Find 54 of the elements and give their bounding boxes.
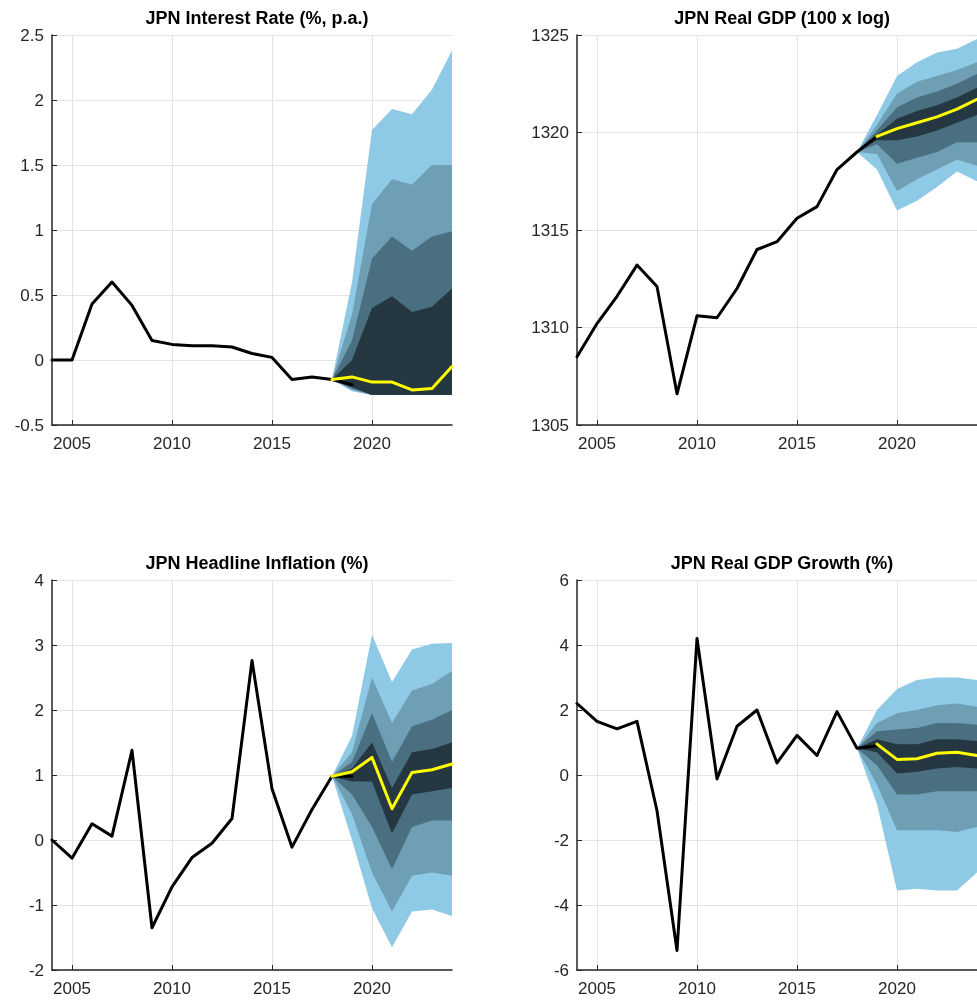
x-tick-label: 2015	[778, 434, 816, 453]
chart-title: JPN Real GDP Growth (%)	[670, 553, 894, 573]
x-tick-label: 2015	[778, 979, 816, 998]
y-tick-label: 4	[34, 570, 44, 590]
x-tick-label: 2010	[153, 979, 191, 998]
line-series	[575, 134, 879, 396]
y-tick-label: 1	[34, 220, 44, 240]
line-series	[875, 97, 977, 138]
y-tick-label: 4	[559, 635, 569, 655]
y-tick-label: 2	[559, 700, 569, 720]
x-tick-label: 2020	[878, 979, 916, 998]
x-tick-label: 2015	[253, 434, 291, 453]
y-tick-label: -1	[28, 895, 44, 915]
x-tick-label: 2015	[253, 979, 291, 998]
line-series	[330, 755, 454, 811]
x-tick-label: 2020	[353, 434, 391, 453]
y-tick-label: -0.5	[14, 415, 44, 435]
x-tick-label: 2005	[53, 434, 91, 453]
x-tick-label: 2010	[678, 434, 716, 453]
y-tick-label: -2	[28, 960, 44, 980]
chart-title: JPN Interest Rate (%, p.a.)	[145, 8, 369, 28]
chart-title: JPN Real GDP (100 x log)	[674, 8, 890, 28]
y-tick-label: 2	[34, 90, 44, 110]
y-tick-label: 1	[34, 765, 44, 785]
y-tick-label: 0	[34, 830, 44, 850]
y-tick-label: -6	[553, 960, 569, 980]
y-tick-label: 1305	[531, 415, 569, 435]
y-tick-label: 6	[559, 570, 569, 590]
y-tick-label: 3	[34, 635, 44, 655]
y-tick-label: -4	[553, 895, 569, 915]
x-tick-label: 2020	[353, 979, 391, 998]
line-series	[50, 280, 354, 387]
y-tick-label: 2	[34, 700, 44, 720]
y-tick-label: 2.5	[20, 25, 44, 45]
y-tick-label: 1310	[531, 318, 569, 337]
x-tick-label: 2010	[678, 979, 716, 998]
chart-title: JPN Headline Inflation (%)	[145, 553, 369, 573]
line-series	[50, 659, 354, 930]
y-tick-label: 1315	[531, 220, 569, 240]
y-tick-label: 0	[559, 765, 569, 785]
x-tick-label: 2005	[578, 979, 616, 998]
y-tick-label: -2	[553, 830, 569, 850]
line-series	[575, 637, 879, 952]
line-series	[875, 742, 977, 761]
y-tick-label: 1325	[531, 25, 569, 45]
y-tick-label: 0.5	[20, 285, 44, 305]
x-tick-label: 2005	[578, 434, 616, 453]
x-tick-label: 2010	[153, 434, 191, 453]
y-tick-label: 1320	[531, 123, 569, 142]
line-series	[330, 365, 454, 392]
x-tick-label: 2020	[878, 434, 916, 453]
y-tick-label: 0	[34, 350, 44, 370]
x-tick-label: 2005	[53, 979, 91, 998]
y-tick-label: 1.5	[20, 155, 44, 175]
